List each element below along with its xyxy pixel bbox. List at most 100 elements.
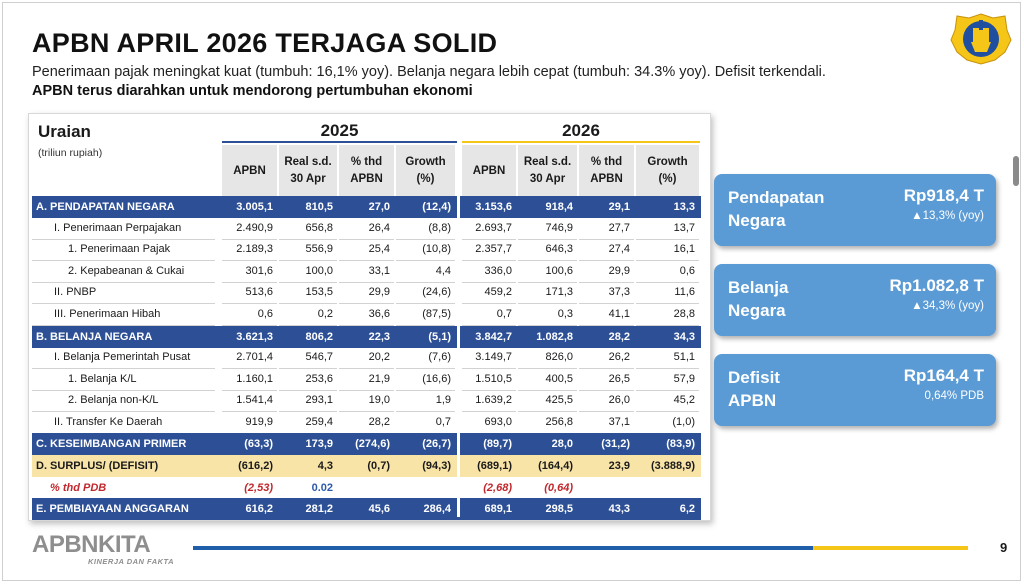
table-cell: 27,7 xyxy=(579,218,634,240)
table-row: II. PNBP 513,6 153,5 29,9 (24,6) 459,2 171,3 37… xyxy=(32,282,701,304)
brand-tagline: KINERJA DAN FAKTA xyxy=(88,557,175,566)
row-label: A. PENDAPATAN NEGARA xyxy=(36,200,175,213)
page-subtitle: Penerimaan pajak meningkat kuat (tumbuh:… xyxy=(32,64,826,80)
table-cell: 37,1 xyxy=(579,412,634,434)
row-label: II. Transfer Ke Daerah xyxy=(32,412,215,434)
table-cell: 689,1 xyxy=(484,502,512,515)
colhead-growth-2025: Growth (%) xyxy=(396,145,455,197)
table-cell: 22,3 xyxy=(368,330,390,343)
table-cell: (164,4) xyxy=(538,459,573,472)
row-label: C. KESEIMBANGAN PRIMER xyxy=(36,437,187,450)
table-cell: 2.693,7 xyxy=(462,218,516,240)
summary-label-line1: Pendapatan xyxy=(728,188,825,207)
table-cell: 3.005,1 xyxy=(236,200,273,213)
table-cell: (12,4) xyxy=(422,200,451,213)
colhead-text: APBN xyxy=(233,164,266,177)
table-cell: 0,6 xyxy=(222,304,277,326)
table-cell: 806,2 xyxy=(305,330,333,343)
table-cell: (31,2) xyxy=(601,437,630,450)
table-cell: 28,2 xyxy=(339,412,394,434)
table-cell: 253,6 xyxy=(279,369,337,391)
table-cell: (0,64) xyxy=(544,481,573,494)
row-label: E. PEMBIAYAAN ANGGARAN xyxy=(36,502,189,515)
table-cell: 693,0 xyxy=(462,412,516,434)
table-cell: 4,3 xyxy=(317,459,333,472)
year-2025-header: 2025 xyxy=(320,121,359,140)
colhead-pct-2025: % thd APBN xyxy=(339,145,394,197)
table-cell: 2.357,7 xyxy=(462,239,516,261)
table-cell: 27,4 xyxy=(579,239,634,261)
table-cell: 556,9 xyxy=(279,239,337,261)
row-label: 2. Belanja non-K/L xyxy=(32,390,215,412)
scrollbar-thumb[interactable] xyxy=(1013,156,1019,186)
table-cell: (2,53) xyxy=(244,481,273,494)
table-cell: 0,7 xyxy=(396,412,455,434)
table-cell: 3.842,7 xyxy=(475,330,512,343)
colhead-text: % thd xyxy=(350,156,383,168)
summary-label-line2: Negara xyxy=(728,211,786,230)
table-row: 1. Belanja K/L 1.160,1 253,6 21,9 (16,6) 1.51… xyxy=(32,369,701,391)
colhead-real-2026: Real s.d. 30 Apr xyxy=(518,145,577,197)
table-cell: 26,0 xyxy=(579,390,634,412)
table-cell: 28,2 xyxy=(608,330,630,343)
table-cell: 298,5 xyxy=(545,502,573,515)
table-cell: 173,9 xyxy=(305,437,333,450)
table-cell xyxy=(339,477,394,499)
colhead-real-2025: Real s.d. 30 Apr xyxy=(279,145,337,197)
colhead-text: Real s.d. xyxy=(523,156,572,168)
table-row: C. KESEIMBANGAN PRIMER (63,3) 173,9 (274,6)… xyxy=(32,433,701,455)
table-cell: 13,3 xyxy=(673,200,695,213)
row-label: 1. Belanja K/L xyxy=(32,369,215,391)
table-cell: 28,0 xyxy=(551,437,573,450)
table-cell: 2.701,4 xyxy=(222,347,277,369)
colhead-apbn-2026: APBN xyxy=(462,145,516,197)
table-cell: 746,9 xyxy=(518,218,577,240)
table-cell: 281,2 xyxy=(305,502,333,515)
table-cell: 826,0 xyxy=(518,347,577,369)
table-cell: 336,0 xyxy=(462,261,516,283)
table-cell: 259,4 xyxy=(279,412,337,434)
table-cell: 0,3 xyxy=(518,304,577,326)
summary-label: Defisit APBN xyxy=(728,366,858,412)
colhead-text: APBN xyxy=(350,173,383,185)
table-cell: 25,4 xyxy=(339,239,394,261)
table-row: A. PENDAPATAN NEGARA 3.005,1 810,5 27,0 (12,… xyxy=(32,196,701,218)
colhead-text: APBN xyxy=(590,173,623,185)
table-cell: 100,0 xyxy=(279,261,337,283)
table-row: B. BELANJA NEGARA 3.621,3 806,2 22,3 (5,1) 3.… xyxy=(32,326,701,348)
table-cell: 400,5 xyxy=(518,369,577,391)
colhead-text: Growth xyxy=(405,156,446,168)
row-label: I. Penerimaan Perpajakan xyxy=(32,218,215,240)
row-label: D. SURPLUS/ (DEFISIT) xyxy=(36,459,159,472)
page-title: APBN APRIL 2026 TERJAGA SOLID xyxy=(32,28,498,58)
table-cell: 19,0 xyxy=(339,390,394,412)
table-cell: 0,6 xyxy=(636,261,699,283)
summary-value: Rp164,4 T xyxy=(903,366,984,385)
colhead-text: % thd xyxy=(590,156,623,168)
table-cell: 459,2 xyxy=(462,282,516,304)
table-cell: 34,3 xyxy=(673,330,695,343)
summary-subvalue: ▲13,3% (yoy) xyxy=(911,210,984,222)
table-cell: 286,4 xyxy=(423,502,451,515)
table-cell: 21,9 xyxy=(339,369,394,391)
table-cell: (26,7) xyxy=(422,437,451,450)
summary-label-line1: Belanja xyxy=(728,278,789,297)
summary-label-line2: Negara xyxy=(728,301,786,320)
row-label: 1. Penerimaan Pajak xyxy=(32,239,215,261)
table-cell: (10,8) xyxy=(396,239,455,261)
page-subtitle-bold: APBN terus diarahkan untuk mendorong per… xyxy=(32,83,473,99)
table-cell: (87,5) xyxy=(396,304,455,326)
colhead-growth-2026: Growth (%) xyxy=(636,145,699,197)
table-row: III. Penerimaan Hibah 0,6 0,2 36,6 (87,5) 0,7… xyxy=(32,304,701,326)
summary-label: Pendapatan Negara xyxy=(728,186,858,232)
colhead-text: Real s.d. xyxy=(284,156,332,168)
table-cell: 1.639,2 xyxy=(462,390,516,412)
table-cell: 4,4 xyxy=(396,261,455,283)
table-cell: 171,3 xyxy=(518,282,577,304)
colhead-text: (%) xyxy=(416,173,435,185)
row-label: III. Penerimaan Hibah xyxy=(32,304,215,326)
table-cell: 27,0 xyxy=(368,200,390,213)
page-number: 9 xyxy=(1000,540,1008,555)
table-cell: (83,9) xyxy=(666,437,695,450)
brand-logo-text: APBNKITA xyxy=(32,531,151,558)
